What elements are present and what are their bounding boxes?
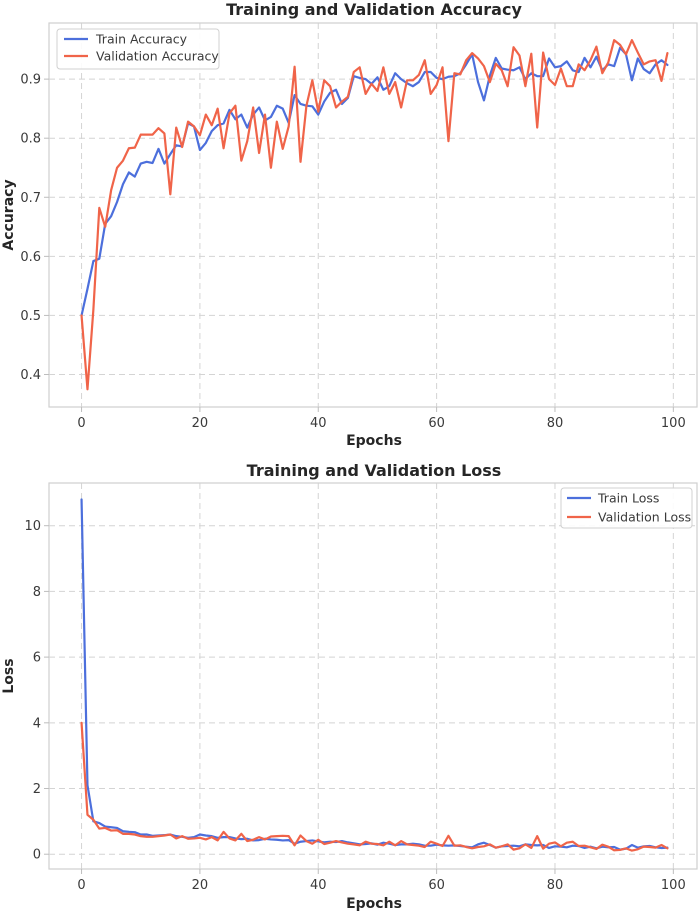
accuracy-legend-label-train: Train Accuracy xyxy=(95,32,188,47)
accuracy-x-tick-label: 80 xyxy=(547,416,564,431)
accuracy-y-axis-label: Accuracy xyxy=(1,179,17,250)
loss-series xyxy=(80,498,669,852)
loss-x-tick-label: 80 xyxy=(547,878,564,893)
loss-y-tick-label: 8 xyxy=(33,585,41,600)
loss-chart: Training and Validation Loss 0 20 40 60 80 10… xyxy=(1,461,698,912)
loss-y-axis-label: Loss xyxy=(1,658,17,693)
accuracy-legend: Train Accuracy Validation Accuracy xyxy=(56,28,220,70)
accuracy-ticks: 0 20 40 60 80 100 0.4 0.5 0.6 0.7 0.8 0.9 xyxy=(20,73,685,431)
loss-y-tick-label: 10 xyxy=(24,519,41,534)
loss-x-tick-label: 100 xyxy=(661,878,686,893)
loss-legend: Train Loss Validation Loss xyxy=(560,487,693,529)
accuracy-legend-box xyxy=(56,28,220,70)
accuracy-x-tick-label: 100 xyxy=(661,416,686,431)
accuracy-chart: Training and Validation Accuracy 0 20 40 60… xyxy=(1,0,698,449)
accuracy-chart-title: Training and Validation Accuracy xyxy=(226,0,522,19)
loss-x-tick-label: 60 xyxy=(428,878,445,893)
loss-train-line xyxy=(80,498,669,851)
loss-legend-box xyxy=(560,487,693,529)
loss-y-tick-label: 2 xyxy=(33,782,41,797)
loss-y-tick-label: 6 xyxy=(33,651,41,666)
loss-x-tick-label: 0 xyxy=(77,878,85,893)
loss-x-tick-label: 20 xyxy=(192,878,209,893)
loss-chart-title: Training and Validation Loss xyxy=(247,461,502,480)
accuracy-x-tick-label: 0 xyxy=(77,416,85,431)
accuracy-train-line xyxy=(80,46,669,317)
accuracy-y-tick-label: 0.4 xyxy=(20,368,41,383)
accuracy-x-tick-label: 40 xyxy=(310,416,327,431)
accuracy-validation-line xyxy=(80,39,669,391)
accuracy-y-tick-label: 0.7 xyxy=(20,191,41,206)
accuracy-y-tick-label: 0.8 xyxy=(20,132,41,147)
loss-x-axis-label: Epochs xyxy=(346,896,402,912)
accuracy-y-tick-label: 0.5 xyxy=(20,309,41,324)
loss-legend-label-validation: Validation Loss xyxy=(598,510,691,525)
accuracy-x-tick-label: 60 xyxy=(428,416,445,431)
loss-grid xyxy=(49,483,697,869)
loss-plot-area xyxy=(48,482,698,870)
loss-y-tick-label: 0 xyxy=(33,848,41,863)
loss-validation-line xyxy=(80,721,669,852)
accuracy-x-tick-label: 20 xyxy=(192,416,209,431)
loss-y-tick-label: 4 xyxy=(33,716,41,731)
loss-ticks: 0 20 40 60 80 100 0 2 4 6 8 10 xyxy=(24,519,685,893)
loss-legend-label-train: Train Loss xyxy=(597,491,659,506)
accuracy-plot-area xyxy=(48,22,698,408)
accuracy-legend-label-validation: Validation Accuracy xyxy=(96,49,219,64)
accuracy-x-axis-label: Epochs xyxy=(346,433,402,449)
accuracy-y-tick-label: 0.6 xyxy=(20,250,41,265)
accuracy-grid xyxy=(49,23,697,407)
accuracy-series xyxy=(80,39,669,391)
loss-x-tick-label: 40 xyxy=(310,878,327,893)
accuracy-y-tick-label: 0.9 xyxy=(20,73,41,88)
